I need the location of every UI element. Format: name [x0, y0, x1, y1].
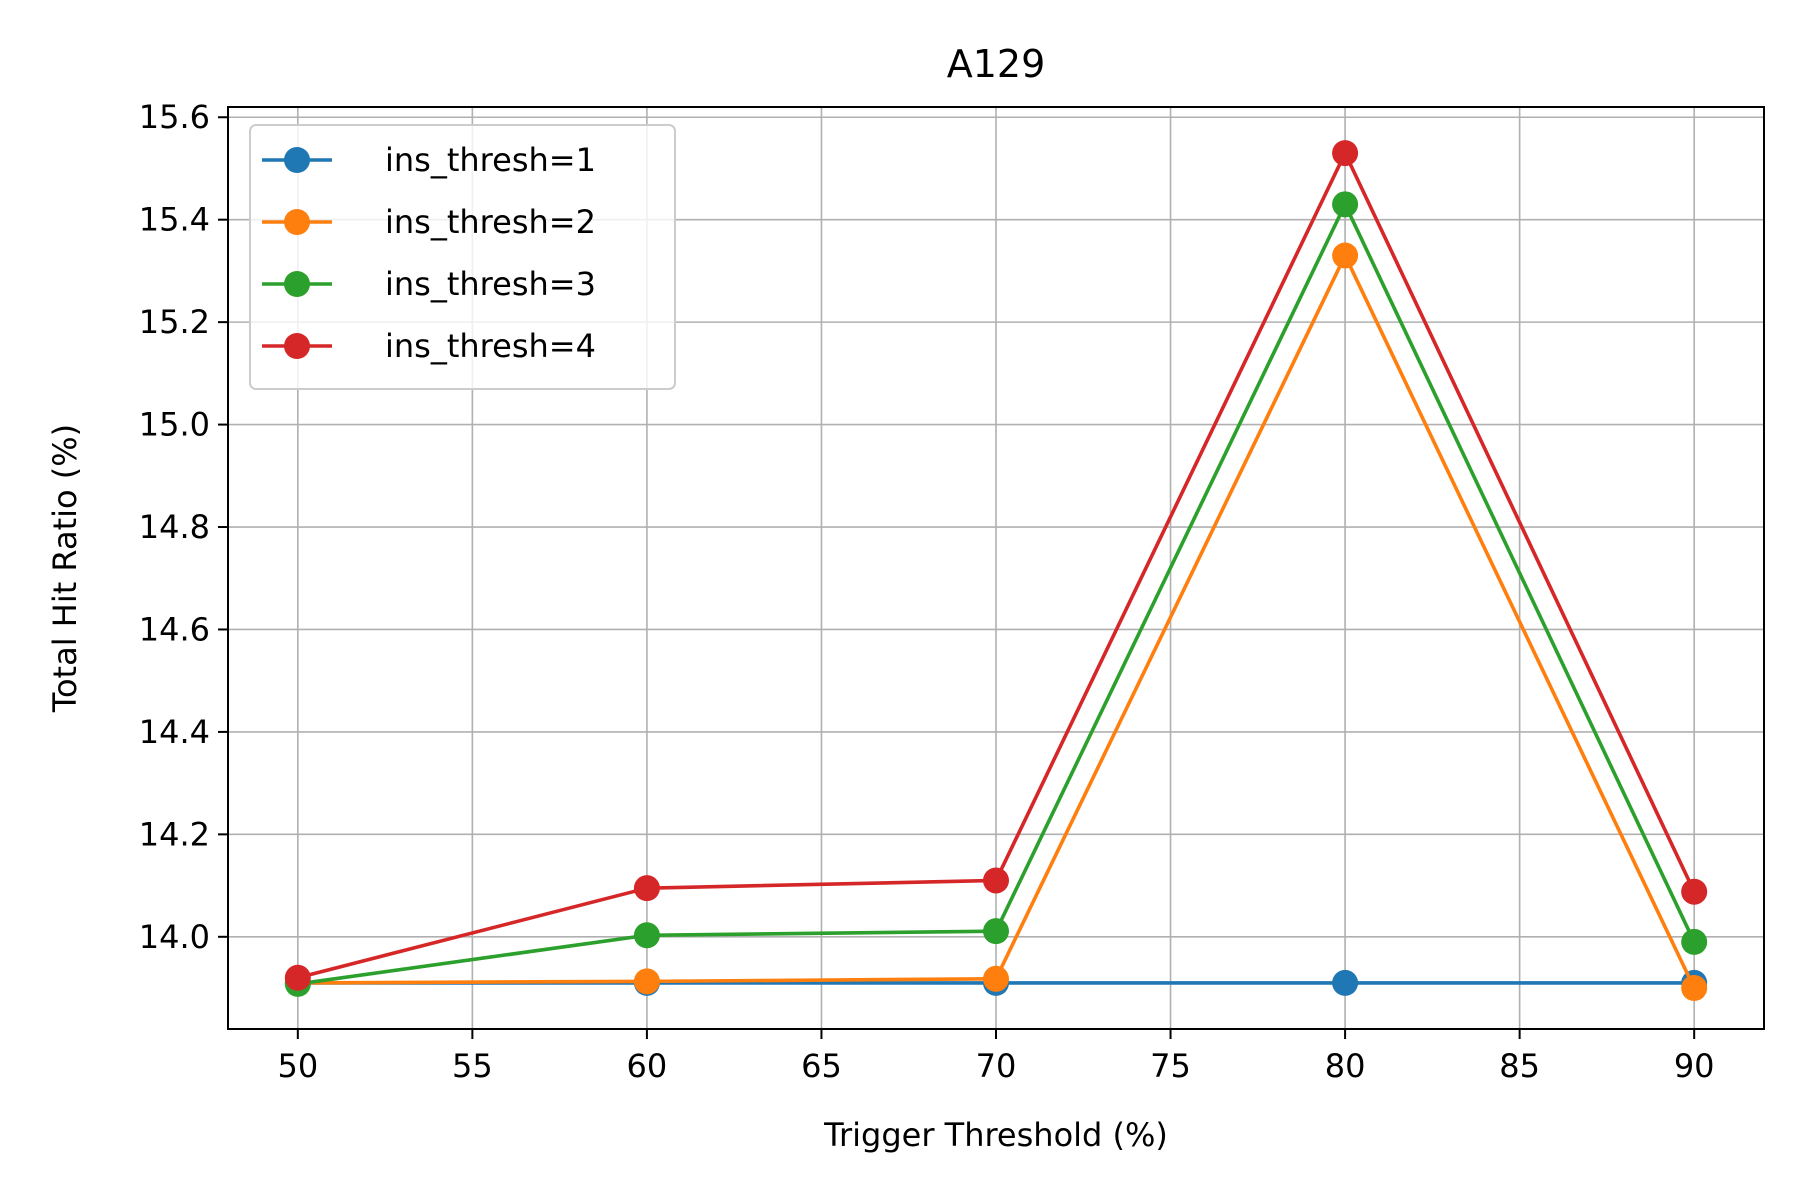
- legend-item: ins_thresh=4: [262, 327, 596, 365]
- data-point: [1332, 191, 1359, 218]
- data-point: [1332, 969, 1359, 996]
- legend: ins_thresh=1 ins_thresh=2 ins_thresh=3 ins_…: [249, 124, 676, 390]
- y-tick-label: 14.2: [139, 815, 210, 853]
- legend-marker: [284, 333, 310, 359]
- chart-title: A129: [947, 42, 1046, 86]
- x-tick-label: 70: [976, 1047, 1017, 1085]
- x-tick-label: 75: [1150, 1047, 1191, 1085]
- data-point: [1681, 928, 1708, 955]
- y-tick-label: 15.4: [139, 201, 210, 239]
- data-point: [1681, 975, 1708, 1002]
- x-tick-label: 85: [1499, 1047, 1540, 1085]
- x-tick-label: 60: [627, 1047, 668, 1085]
- legend-label: ins_thresh=1: [385, 141, 596, 179]
- series-4: [284, 140, 1708, 991]
- data-point: [1332, 242, 1359, 269]
- legend-item: ins_thresh=2: [262, 203, 596, 241]
- data-point: [633, 875, 660, 902]
- data-point: [983, 965, 1009, 992]
- data-point: [633, 968, 660, 995]
- y-tick-label: 14.0: [139, 918, 210, 956]
- legend-item: ins_thresh=1: [262, 141, 596, 179]
- x-tick-label: 90: [1674, 1047, 1715, 1085]
- data-point: [983, 918, 1009, 945]
- series-layer: [284, 140, 1708, 1002]
- ticks: 50 55 60 65 70 75 80 85 90 14.0 14.2 14.4 14.6 14.8 15…: [139, 98, 1715, 1085]
- legend-label: ins_thresh=4: [385, 327, 596, 365]
- legend-item: ins_thresh=3: [262, 265, 596, 303]
- y-tick-label: 15.6: [139, 98, 210, 136]
- x-tick-label: 65: [801, 1047, 842, 1085]
- y-axis-label: Total Hit Ratio (%): [46, 424, 84, 713]
- legend-marker: [284, 147, 310, 173]
- legend-label: ins_thresh=2: [385, 203, 596, 241]
- x-axis-label: Trigger Threshold (%): [823, 1116, 1168, 1154]
- x-tick-label: 50: [277, 1047, 318, 1085]
- y-tick-label: 15.0: [139, 406, 210, 444]
- data-point: [284, 964, 311, 991]
- legend-marker: [284, 271, 310, 297]
- grid: [228, 107, 1764, 1029]
- legend-label: ins_thresh=3: [385, 265, 596, 303]
- data-point: [1332, 140, 1359, 167]
- y-tick-label: 14.8: [139, 508, 210, 546]
- x-tick-label: 55: [452, 1047, 493, 1085]
- x-tick-label: 80: [1325, 1047, 1366, 1085]
- legend-marker: [284, 209, 310, 235]
- y-tick-label: 14.6: [139, 610, 210, 648]
- data-point: [633, 922, 660, 949]
- y-tick-label: 14.4: [139, 713, 210, 751]
- y-tick-label: 15.2: [139, 303, 210, 341]
- data-point: [983, 867, 1009, 894]
- data-point: [1681, 878, 1708, 905]
- legend-box: [249, 124, 676, 390]
